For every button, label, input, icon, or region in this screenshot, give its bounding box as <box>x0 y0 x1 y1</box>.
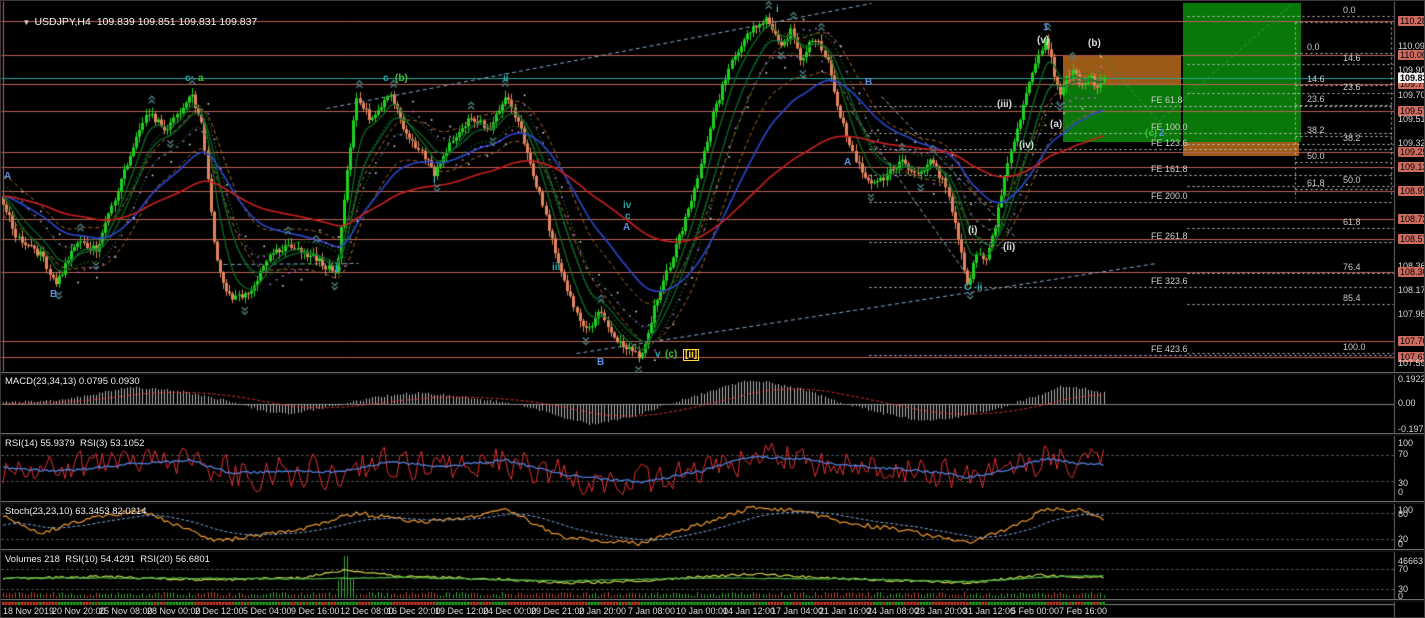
elliott-wave-label[interactable]: A <box>4 171 12 182</box>
elliott-wave-label[interactable]: (v) <box>1037 35 1050 46</box>
elliott-wave-label[interactable]: c <box>185 73 191 84</box>
pane-separator-time-axis[interactable] <box>1 599 1424 602</box>
elliott-wave-label[interactable]: v <box>655 349 661 360</box>
dropdown-arrow-icon: ▼ <box>22 18 31 27</box>
elliott-wave-label[interactable]: a <box>198 73 204 84</box>
elliott-wave-label[interactable]: [ii] <box>683 349 700 361</box>
elliott-wave-label[interactable]: B <box>865 77 873 88</box>
elliott-wave-label[interactable]: B <box>50 289 58 300</box>
elliott-wave-label[interactable]: iii <box>552 262 561 273</box>
elliott-wave-label[interactable]: iv <box>623 200 632 211</box>
elliott-wave-label[interactable]: ii <box>977 282 983 293</box>
elliott-wave-label[interactable]: c <box>625 211 631 222</box>
pane-separator-rsi[interactable] <box>1 433 1424 436</box>
elliott-wave-label[interactable]: ii <box>503 73 509 84</box>
elliott-wave-label[interactable]: (ii) <box>1003 242 1016 253</box>
elliott-wave-label[interactable]: b <box>335 264 342 275</box>
elliott-wave-label[interactable]: 1 <box>1043 22 1049 33</box>
elliott-wave-label[interactable]: A <box>623 222 631 233</box>
elliott-wave-label[interactable]: (c) <box>665 349 678 360</box>
pane-separator-volumes[interactable] <box>1 549 1424 552</box>
elliott-wave-label[interactable]: c <box>383 73 389 84</box>
elliott-wave-label[interactable]: i <box>433 175 436 186</box>
elliott-wave-label[interactable]: (b) <box>395 73 408 84</box>
pane-separator-macd[interactable] <box>1 372 1424 375</box>
chart-title: USDJPY,H4 <box>34 16 91 28</box>
elliott-wave-label[interactable]: B <box>597 357 605 368</box>
elliott-wave-label[interactable]: C <box>964 282 972 293</box>
elliott-wave-label[interactable]: (b) <box>1088 38 1101 49</box>
elliott-wave-label[interactable]: (a) <box>1050 119 1063 130</box>
elliott-wave-label[interactable]: (iv) <box>1019 140 1034 151</box>
elliott-wave-label[interactable]: (i) <box>968 225 978 236</box>
elliott-wave-label[interactable]: (iii) <box>997 99 1012 110</box>
pane-separator-stoch[interactable] <box>1 501 1424 504</box>
elliott-wave-label[interactable]: (c) <box>1145 128 1158 139</box>
elliott-wave-label[interactable]: 2 <box>1159 128 1165 139</box>
elliott-wave-label[interactable]: A <box>844 157 852 168</box>
symbol-selector[interactable]: ▼ USDJPY,H4 109.839 109.851 109.831 109.8… <box>5 4 258 40</box>
chart-quotes: 109.839 109.851 109.831 109.837 <box>96 16 258 28</box>
elliott-wave-label[interactable]: i <box>776 4 779 15</box>
